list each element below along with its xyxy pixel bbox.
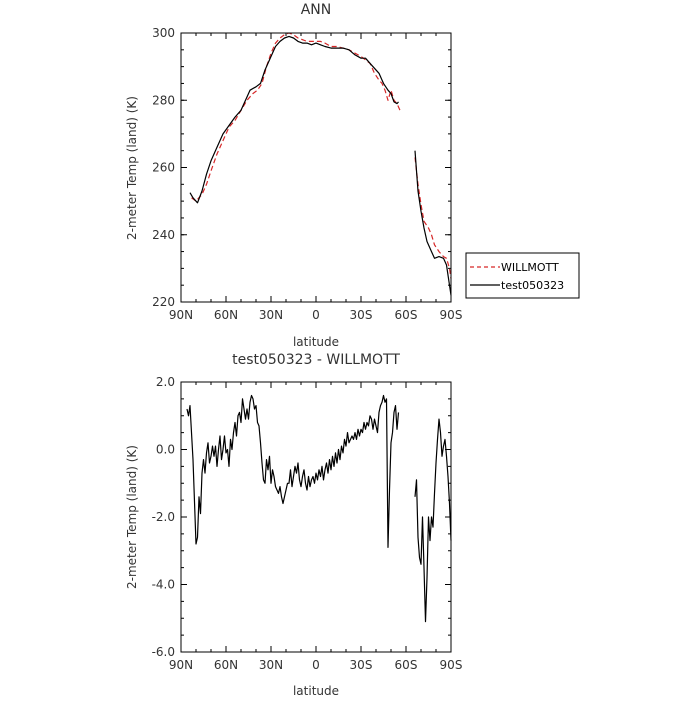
top-chart-title: ANN <box>301 2 332 18</box>
bottom-y-tick-label: 0.0 <box>156 443 175 457</box>
bottom-x-tick-label: 30S <box>350 658 373 672</box>
bottom-x-tick-label: 60S <box>395 658 418 672</box>
bottom-x-tick-label: 90N <box>169 658 193 672</box>
top-x-axis-label: latitude <box>293 335 339 349</box>
bottom-y-tick-label: -4.0 <box>152 578 175 592</box>
bottom-x-tick-label: 30N <box>259 658 283 672</box>
top-series-test050323-segment-0 <box>189 35 399 204</box>
bottom-y-tick-label: -2.0 <box>152 510 175 524</box>
bottom-y-tick-label: 2.0 <box>156 375 175 389</box>
top-x-tick-label: 90S <box>440 308 463 322</box>
bottom-x-tick-label: 0 <box>312 658 320 672</box>
bottom-y-tick-label: -6.0 <box>152 645 175 659</box>
top-plot-frame <box>180 32 452 303</box>
top-x-tick-label: 60N <box>214 308 238 322</box>
bottom-x-tick-label: 60N <box>214 658 238 672</box>
top-ticks: 90N 60N 30N 0 30S 60S 90S 220 240 260 280 300 <box>152 26 462 322</box>
top-y-tick-label: 280 <box>152 93 175 107</box>
top-y-tick-label: 240 <box>152 228 175 242</box>
bottom-series-difference-segment-1 <box>414 418 452 623</box>
top-x-tick-label: 90N <box>169 308 193 322</box>
top-series-lines <box>189 32 452 296</box>
top-x-tick-label: 30S <box>350 308 373 322</box>
bottom-chart-title: test050323 - WILLMOTT <box>232 352 400 368</box>
legend-box <box>465 252 580 299</box>
bottom-panel: test050323 - WILLMOTT 2-meter Temp (land… <box>125 352 462 698</box>
top-x-tick-label: 60S <box>395 308 418 322</box>
bottom-series-lines <box>186 394 452 623</box>
top-y-tick-label: 260 <box>152 161 175 175</box>
top-panel: ANN 2-meter Temp (land) (K) latitude 90N… <box>125 2 462 349</box>
top-series-test050323-segment-1 <box>414 150 452 296</box>
top-series-willmott-segment-0 <box>191 32 401 202</box>
top-y-axis-label: 2-meter Temp (land) (K) <box>125 96 139 240</box>
bottom-x-tick-label: 90S <box>440 658 463 672</box>
bottom-plot-frame <box>180 381 452 653</box>
legend: WILLMOTT test050323 <box>465 252 580 299</box>
top-x-tick-label: 0 <box>312 308 320 322</box>
top-y-tick-label: 300 <box>152 26 175 40</box>
bottom-x-axis-label: latitude <box>293 684 339 698</box>
top-x-tick-label: 30N <box>259 308 283 322</box>
top-y-tick-label: 220 <box>152 295 175 309</box>
legend-label-test050323: test050323 <box>501 279 564 292</box>
bottom-y-axis-label: 2-meter Temp (land) (K) <box>125 445 139 589</box>
top-series-willmott-segment-1 <box>414 157 452 279</box>
bottom-series-difference-segment-0 <box>186 394 400 549</box>
legend-label-willmott: WILLMOTT <box>501 261 559 274</box>
